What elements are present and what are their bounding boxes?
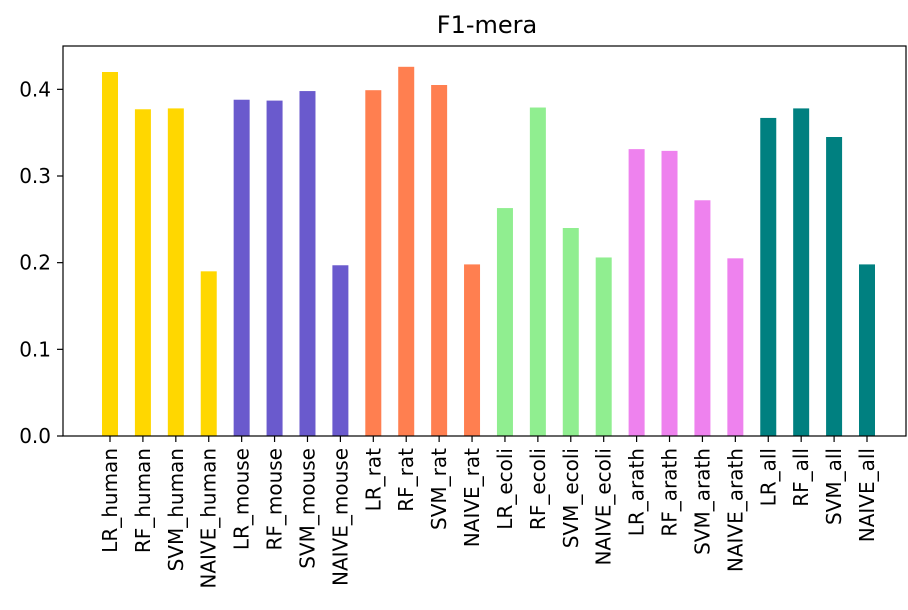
- x-tick-label: NAIVE_all: [855, 448, 879, 542]
- y-axis: 0.0 0.1 0.2 0.3 0.4: [19, 77, 63, 448]
- x-tick-label: RF_rat: [394, 448, 418, 512]
- bar-rf-all: [793, 108, 810, 437]
- x-axis: LR_human RF_human SVM_human NAIVE_human LR_m…: [98, 436, 879, 589]
- bar-naive-rat: [464, 264, 481, 436]
- x-tick-label: NAIVE_human: [197, 448, 221, 589]
- x-tick-label: RF_human: [131, 448, 155, 553]
- plot-frame: [62, 45, 907, 437]
- x-tick-label: SVM_rat: [427, 448, 451, 530]
- bar-lr-rat: [365, 90, 382, 436]
- x-tick-label: SVM_human: [164, 448, 188, 571]
- bar-svm-rat: [431, 85, 448, 436]
- x-tick-label: LR_arath: [625, 448, 649, 536]
- bar-svm-human: [167, 108, 184, 437]
- bar-naive-arath: [727, 258, 744, 436]
- x-tick-label: RF_all: [789, 448, 813, 507]
- y-tick-label: 0.4: [19, 77, 51, 101]
- bar-rf-mouse: [266, 100, 283, 436]
- x-tick-label: NAIVE_arath: [723, 448, 747, 572]
- bar-svm-mouse: [299, 91, 316, 436]
- x-tick-label: LR_mouse: [230, 448, 254, 550]
- bar-lr-mouse: [233, 99, 250, 436]
- bar-lr-all: [760, 117, 777, 437]
- x-tick-label: NAIVE_rat: [460, 448, 484, 547]
- bar-svm-ecoli: [562, 228, 579, 436]
- bar-lr-arath: [628, 149, 645, 436]
- x-tick-label: SVM_ecoli: [559, 448, 583, 548]
- bar-naive-human: [200, 271, 217, 436]
- x-tick-label: RF_mouse: [263, 448, 287, 551]
- x-tick-label: SVM_arath: [690, 448, 714, 555]
- bar-rf-rat: [398, 66, 415, 437]
- y-tick-label: 0.1: [19, 337, 51, 361]
- x-tick-label: LR_rat: [361, 448, 385, 512]
- y-tick-label: 0.3: [19, 164, 51, 188]
- chart-title: F1-mera: [437, 11, 537, 39]
- y-tick-label: 0.2: [19, 251, 51, 275]
- x-tick-label: RF_ecoli: [526, 448, 550, 530]
- bar-naive-mouse: [332, 265, 349, 436]
- bar-lr-human: [102, 72, 118, 436]
- x-tick-label: LR_all: [756, 448, 780, 506]
- x-tick-label: SVM_all: [822, 448, 846, 525]
- x-tick-label: NAIVE_ecoli: [592, 448, 616, 566]
- bar-rf-ecoli: [529, 107, 546, 436]
- x-tick-label: LR_human: [98, 448, 122, 553]
- x-tick-label: NAIVE_mouse: [328, 448, 352, 586]
- x-tick-label: LR_ecoli: [493, 448, 517, 530]
- bar-naive-all: [859, 264, 875, 436]
- bar-svm-arath: [694, 200, 711, 436]
- y-tick-label: 0.0: [19, 424, 51, 448]
- bar-lr-ecoli: [496, 208, 513, 436]
- x-tick-label: SVM_mouse: [295, 448, 319, 569]
- bar-naive-ecoli: [595, 257, 612, 436]
- bars-group: [102, 66, 875, 437]
- bar-svm-all: [826, 137, 843, 436]
- bar-rf-arath: [661, 150, 678, 436]
- bar-rf-human: [134, 109, 151, 437]
- x-tick-label: RF_arath: [658, 448, 682, 537]
